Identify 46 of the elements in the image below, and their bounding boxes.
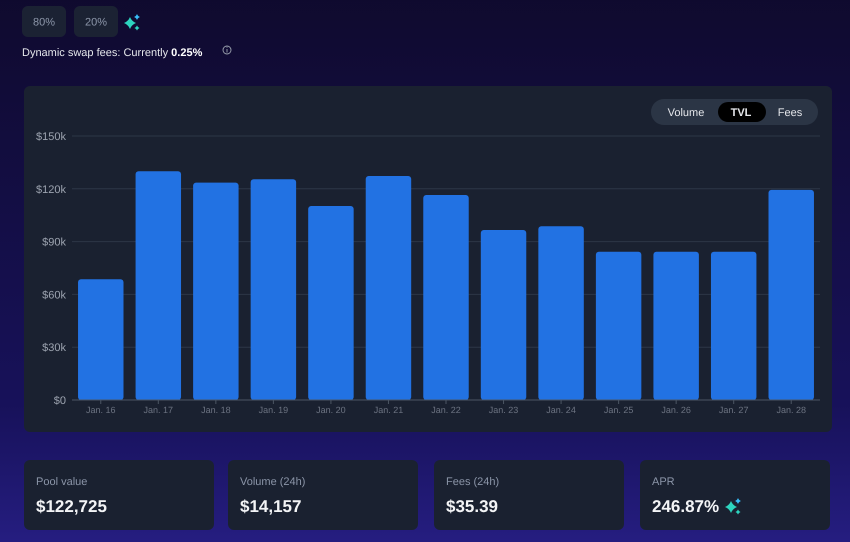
- text: $14,157: [240, 497, 302, 516]
- text: $35.39: [446, 497, 498, 516]
- x-tick-label: Jan. 19: [258, 405, 288, 415]
- text: APR: [652, 476, 675, 488]
- text: TVL: [730, 107, 752, 119]
- text: 20%: [84, 16, 108, 28]
- bar: [538, 226, 584, 400]
- x-tick-label: Jan. 17: [144, 405, 174, 415]
- y-tick-label: $60k: [42, 289, 66, 302]
- bar: [308, 206, 354, 400]
- x-tick-label: Jan. 27: [718, 405, 748, 415]
- bar: [366, 176, 412, 400]
- y-tick-label: $0: [54, 395, 66, 407]
- text: 246.87%: [652, 497, 720, 516]
- x-tick-label: Jan. 21: [374, 405, 404, 415]
- text: Fees: [778, 107, 803, 119]
- bar: [423, 194, 469, 400]
- x-tick-label: Jan. 23: [488, 405, 518, 415]
- chart-subtitle: Dynamic swap fees: Currently 0.25%: [22, 47, 203, 59]
- bar: [136, 171, 182, 400]
- x-tick-label: Jan. 18: [201, 405, 231, 415]
- x-tick-label: Jan. 28: [776, 405, 806, 415]
- bar: [768, 190, 814, 400]
- bar: [250, 179, 296, 400]
- x-tick-label: Jan. 24: [546, 405, 576, 415]
- text: Pool value: [36, 476, 88, 488]
- x-tick-label: Jan. 20: [316, 405, 346, 415]
- y-tick-label: $90k: [42, 236, 66, 249]
- text: Fees (24h): [446, 476, 500, 488]
- text: $122,725: [36, 497, 107, 516]
- text: Volume (24h): [240, 476, 306, 488]
- y-tick-label: $30k: [42, 342, 66, 354]
- x-tick-label: Jan. 22: [431, 405, 461, 415]
- x-tick-label: Jan. 16: [86, 405, 116, 415]
- text: Volume: [668, 107, 704, 119]
- bar: [193, 182, 239, 400]
- x-tick-label: Jan. 25: [604, 405, 634, 415]
- bar: [710, 252, 756, 400]
- bar: [596, 252, 642, 400]
- text: 80%: [32, 16, 56, 28]
- bar: [480, 230, 526, 400]
- y-tick-label: $150k: [36, 131, 66, 143]
- y-tick-label: $120k: [36, 184, 66, 196]
- bar: [78, 279, 124, 400]
- x-tick-label: Jan. 26: [661, 405, 691, 415]
- bar: [653, 252, 699, 400]
